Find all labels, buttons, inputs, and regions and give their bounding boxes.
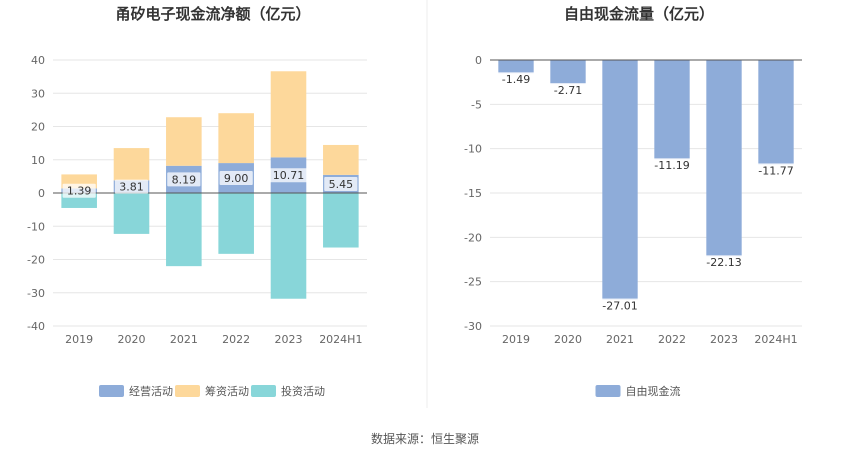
legend-swatch <box>595 385 621 397</box>
bar-筹资活动-2020 <box>113 148 150 181</box>
bar-投资活动-2022 <box>218 193 254 254</box>
data-label-bg <box>167 172 201 187</box>
data-label-bg <box>62 183 96 198</box>
x-tick-label: 2021 <box>170 333 198 346</box>
bar-自由现金流-2021 <box>602 60 638 300</box>
x-tick-label: 2020 <box>118 333 146 346</box>
bar-筹资活动-2023 <box>270 71 307 158</box>
x-tick-label: 2023 <box>710 333 738 346</box>
bar-筹资活动-2022 <box>218 113 254 164</box>
data-label: 3.81 <box>119 181 144 194</box>
source-note: 数据来源：恒生聚源 <box>370 432 479 446</box>
data-label: 1.39 <box>67 185 92 198</box>
y-tick-label: -5 <box>471 98 482 111</box>
legend-label: 经营活动 <box>129 384 173 398</box>
bar-自由现金流-2019 <box>498 60 534 74</box>
bar-自由现金流-2024H1 <box>758 60 794 165</box>
legend-label: 自由现金流 <box>626 384 681 398</box>
x-tick-label: 2020 <box>554 333 582 346</box>
x-tick-label: 2021 <box>606 333 634 346</box>
legend-swatch <box>99 385 124 397</box>
data-label-bg <box>268 168 309 183</box>
data-label: 10.71 <box>273 169 305 182</box>
y-tick-label: -10 <box>27 220 45 233</box>
x-tick-label: 2023 <box>275 333 303 346</box>
x-tick-label: 2022 <box>222 333 250 346</box>
bar-投资活动-2020 <box>113 193 150 234</box>
data-label: -22.13 <box>706 256 741 269</box>
y-tick-label: -10 <box>464 143 482 156</box>
data-label-bg <box>496 72 536 87</box>
y-tick-label: -30 <box>464 320 482 333</box>
data-label-bg <box>324 176 358 191</box>
data-label: -27.01 <box>602 299 637 312</box>
data-label-bg <box>548 83 588 98</box>
data-label: -11.19 <box>654 159 689 172</box>
data-label-bg <box>752 163 800 178</box>
data-label: -11.77 <box>758 164 793 177</box>
x-tick-label: 2019 <box>65 333 93 346</box>
y-tick-label: -15 <box>464 187 482 200</box>
data-label-bg <box>114 179 149 194</box>
data-label: 8.19 <box>172 173 197 186</box>
legend-label: 投资活动 <box>281 384 325 398</box>
bar-投资活动-2021 <box>166 193 202 267</box>
y-tick-label: 20 <box>31 121 45 134</box>
bar-自由现金流-2023 <box>706 60 742 257</box>
bar-投资活动-2023 <box>270 193 307 299</box>
cash-flow-net-chart: 甬矽电子现金流净额（亿元） 40 30 20 10 0 -10 -20 -30 -40 2019 20… <box>27 5 367 398</box>
y-tick-label: -25 <box>464 276 482 289</box>
bar-投资活动-2024H1 <box>323 193 359 248</box>
y-tick-label: -20 <box>464 231 482 244</box>
data-label-bg <box>596 298 644 313</box>
x-tick-label: 2024H1 <box>754 333 797 346</box>
x-tick-label: 2019 <box>502 333 530 346</box>
chart-title: 自由现金流量（亿元） <box>564 5 714 23</box>
data-label-bg <box>219 171 253 186</box>
data-label: -1.49 <box>502 73 530 86</box>
data-label: 5.45 <box>329 178 354 191</box>
y-tick-label: 30 <box>31 87 45 100</box>
chart-title: 甬矽电子现金流净额（亿元） <box>115 5 310 23</box>
legend-swatch <box>175 385 200 397</box>
bar-筹资活动-2024H1 <box>323 144 359 175</box>
y-tick-label: -40 <box>27 320 45 333</box>
y-tick-label: 10 <box>31 154 45 167</box>
x-tick-label: 2024H1 <box>319 333 362 346</box>
data-label: -2.71 <box>554 84 582 97</box>
y-tick-label: -20 <box>27 254 45 267</box>
y-tick-label: -30 <box>27 287 45 300</box>
free-cash-flow-chart: 自由现金流量（亿元） 0 -5 -10 -15 -20 -25 -30 2019 2020 2021… <box>464 5 802 398</box>
x-tick-label: 2022 <box>658 333 686 346</box>
data-label-bg <box>700 255 748 270</box>
bar-自由现金流-2022 <box>654 60 690 160</box>
data-label: 9.00 <box>224 172 249 185</box>
bar-自由现金流-2020 <box>550 60 586 85</box>
y-tick-label: 0 <box>475 54 482 67</box>
bar-筹资活动-2021 <box>166 117 202 166</box>
legend-swatch <box>251 385 276 397</box>
data-label-bg <box>648 158 696 173</box>
legend-label: 筹资活动 <box>205 384 249 398</box>
y-tick-label: 0 <box>38 187 45 200</box>
y-tick-label: 40 <box>31 54 45 67</box>
